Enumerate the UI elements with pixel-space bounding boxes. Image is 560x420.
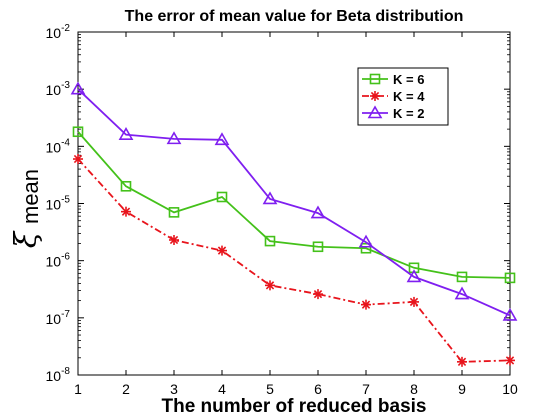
data-point (360, 242, 372, 254)
series-k-2 (70, 81, 518, 321)
x-axis-label: The number of reduced basis (162, 396, 427, 417)
data-point (312, 241, 324, 253)
x-tick-label: 7 (362, 381, 370, 397)
marker-stroke (73, 154, 83, 164)
series-layer (70, 81, 518, 367)
x-tick-label: 4 (218, 381, 226, 397)
data-point (73, 154, 83, 165)
legend-label: K = 6 (393, 72, 424, 87)
y-axis-label: ξ mean (9, 169, 44, 248)
data-point (265, 280, 275, 291)
data-point (217, 245, 227, 256)
data-point (504, 272, 516, 284)
marker-stroke (370, 91, 380, 101)
y-tick-label: 10-7 (46, 309, 71, 327)
data-point (118, 127, 134, 140)
y-axis-label-symbol: ξ (9, 230, 44, 248)
data-point (169, 234, 179, 245)
data-point (456, 271, 468, 283)
marker-stroke (505, 356, 515, 365)
marker-stroke (361, 300, 371, 309)
series-k-6 (72, 126, 516, 284)
x-tick-label: 1 (74, 381, 82, 397)
data-point (406, 269, 422, 283)
marker-stroke (409, 297, 419, 307)
y-tick-label: 10-8 (46, 366, 71, 384)
x-tick-label: 8 (410, 381, 418, 397)
x-tick-label: 9 (458, 381, 466, 397)
y-axis-ticks: 10-8 10-7 10-6 10-5 10-4 10-3 10-2 (46, 23, 510, 384)
series-line (77, 158, 511, 363)
legend-label: K = 2 (393, 106, 424, 121)
legend: K = 6 K = 4 K = 2 (357, 67, 449, 126)
series-k-4 (73, 154, 515, 367)
legend-entry: K = 4 (362, 89, 425, 104)
x-tick-label: 5 (266, 381, 274, 397)
data-point (502, 307, 518, 321)
data-point (409, 296, 419, 307)
data-point (262, 191, 278, 205)
chart-title: The error of mean value for Beta distrib… (125, 8, 464, 25)
data-point (216, 191, 228, 203)
y-axis-label-subscript: mean (18, 169, 43, 224)
x-tick-label: 10 (502, 381, 518, 397)
legend-marker (370, 91, 380, 101)
marker-stroke (121, 207, 131, 216)
data-point (361, 299, 371, 310)
data-point (214, 132, 230, 146)
marker-stroke (313, 289, 323, 299)
data-point (166, 131, 182, 145)
legend-marker (367, 105, 383, 119)
data-point (168, 207, 180, 218)
x-tick-label: 2 (122, 381, 130, 397)
legend-label: K = 4 (393, 89, 425, 104)
y-tick-label: 10-3 (46, 80, 71, 98)
data-point (454, 286, 470, 300)
marker-stroke (217, 246, 227, 255)
legend-entry: K = 2 (362, 105, 424, 121)
data-point (72, 126, 84, 138)
marker-stroke (457, 357, 467, 366)
data-point (313, 289, 323, 300)
data-point (264, 235, 276, 247)
data-point (358, 234, 374, 248)
data-point (505, 355, 515, 366)
marker-stroke (169, 235, 179, 245)
legend-entry: K = 6 (362, 72, 424, 87)
series-line (77, 131, 511, 279)
y-tick-label: 10-2 (46, 23, 71, 41)
marker-stroke (265, 281, 275, 290)
x-tick-label: 3 (170, 381, 178, 397)
data-point (121, 206, 131, 217)
data-point (310, 205, 326, 219)
y-tick-label: 10-6 (46, 252, 71, 270)
series-line (77, 88, 511, 317)
y-tick-label: 10-4 (46, 137, 71, 155)
x-axis-ticks: 1 2 3 4 5 6 7 8 9 10 (74, 32, 518, 397)
x-tick-label: 6 (314, 381, 322, 397)
data-point (457, 356, 467, 367)
legend-marker (369, 73, 381, 85)
data-point (120, 180, 132, 192)
y-tick-label: 10-5 (46, 195, 71, 213)
data-point (70, 81, 86, 95)
